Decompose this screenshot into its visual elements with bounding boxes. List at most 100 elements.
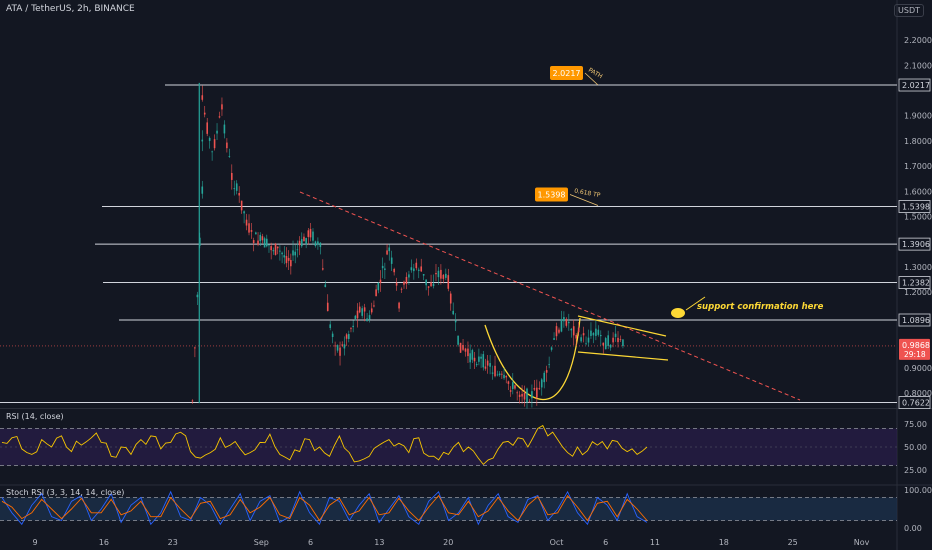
candle-body — [245, 219, 248, 226]
x-tick-label: 11 — [650, 538, 660, 547]
candle-body — [203, 112, 206, 115]
ath-badge — [550, 66, 583, 81]
candle-body — [379, 279, 382, 284]
candle-body — [279, 250, 281, 252]
candle-body — [462, 345, 464, 350]
candle-body — [358, 306, 361, 313]
level-price-box — [898, 78, 931, 92]
candle-body — [486, 360, 489, 366]
candle-body — [595, 328, 597, 336]
candle-body — [425, 279, 427, 286]
candle-body — [548, 364, 550, 366]
candle-body — [464, 348, 467, 352]
candle-body — [523, 392, 526, 400]
candle-body — [395, 282, 398, 286]
candle-body — [405, 276, 408, 285]
candle-body — [454, 320, 457, 323]
rsi-tick-label: 75.00 — [904, 420, 927, 429]
level-price-label: 2.0217 — [902, 81, 930, 90]
cup-pattern — [484, 317, 581, 401]
candle-body — [533, 387, 536, 390]
candle-body — [390, 257, 393, 264]
y-tick-label: 1.9000 — [904, 112, 932, 121]
candle-body — [339, 347, 341, 356]
candle-body — [368, 315, 371, 320]
candle-body — [449, 293, 452, 304]
candle-body — [287, 257, 290, 261]
stoch-rsi-pane-title[interactable]: Stoch RSI (3, 3, 14, 14, close) — [6, 488, 125, 497]
x-tick-label: Nov — [854, 538, 870, 547]
horizontal-levels: 2.0217 1.5398 1.3906 1.2382 1.0896 0.7622 0.98… — [0, 78, 931, 409]
candle-body — [459, 342, 462, 353]
ath-pointer — [584, 72, 599, 86]
candle-body — [326, 302, 329, 312]
candle-body — [261, 236, 264, 241]
candle-body — [545, 370, 548, 373]
x-tick-label: 13 — [374, 538, 384, 547]
candle-body — [285, 256, 288, 264]
candle-body — [501, 373, 503, 375]
candle-body — [218, 116, 221, 118]
candle-body — [526, 388, 528, 403]
candle-body — [570, 328, 573, 331]
candle-body — [457, 335, 459, 345]
candle-body — [250, 230, 253, 232]
chart-drawings: 2.0217 PATH 1.5398 0.618 TP support confirma… — [299, 66, 824, 401]
candle-body — [420, 266, 423, 272]
candle-body — [398, 302, 400, 309]
candle-body — [507, 381, 510, 384]
level-price-label: 1.3906 — [902, 240, 930, 249]
candle-body — [498, 373, 501, 376]
wedge-upper — [577, 315, 667, 337]
rsi-pane-title[interactable]: RSI (14, close) — [6, 412, 64, 421]
candle-body — [471, 350, 474, 360]
candle-body — [607, 335, 609, 347]
candle-body — [592, 333, 595, 336]
candle-body — [329, 324, 331, 328]
candle-body — [473, 357, 476, 362]
candle-series — [191, 82, 624, 409]
candle-body — [384, 268, 386, 270]
candle-body — [366, 318, 368, 322]
candle-body — [206, 122, 208, 134]
candle-body — [263, 238, 266, 248]
candle-body — [609, 344, 612, 348]
level-price-box — [898, 237, 931, 251]
level-price-label: 1.0896 — [902, 316, 930, 325]
candle-body — [469, 353, 471, 363]
level-price-label: 1.2382 — [902, 279, 930, 288]
tp-pointer — [569, 194, 599, 206]
candle-body — [587, 337, 590, 343]
candle-body — [312, 231, 314, 241]
candle-body — [432, 283, 435, 287]
candle-body — [226, 142, 228, 149]
candle-body — [341, 344, 344, 346]
y-tick-label: 0.9000 — [904, 364, 932, 373]
rsi-pane: 75.00 50.00 25.00 — [0, 420, 927, 475]
candle-body — [475, 364, 478, 366]
candle-body — [622, 339, 624, 347]
descending-trendline — [299, 191, 801, 401]
candle-body — [511, 382, 514, 389]
candle-body — [334, 345, 336, 347]
candle-body — [393, 268, 395, 273]
candle-body — [268, 244, 270, 246]
candle-body — [467, 348, 469, 357]
candle-body — [505, 376, 508, 378]
stoch-d-line — [1, 494, 648, 522]
candle-body — [447, 275, 450, 289]
quote-currency-badge[interactable]: USDT — [894, 4, 924, 17]
x-tick-label: 16 — [99, 538, 109, 547]
level-price-box — [898, 200, 931, 213]
symbol-title[interactable]: ATA / TetherUS, 2h, BINANCE — [6, 4, 135, 14]
candle-body — [572, 326, 575, 336]
candle-body — [235, 183, 238, 191]
candle-body — [452, 310, 454, 315]
candle-body — [602, 342, 605, 346]
candle-body — [216, 130, 218, 134]
y-tick-label: 1.5000 — [904, 213, 932, 222]
stoch-rsi-pane: 100.00 0.00 — [0, 486, 932, 533]
candle-body — [478, 356, 480, 362]
